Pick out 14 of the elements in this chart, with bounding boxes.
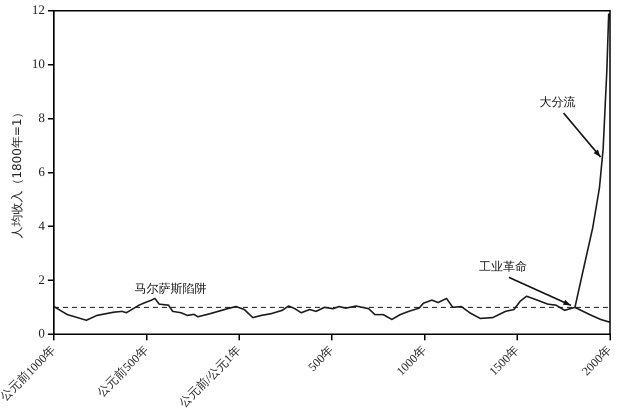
x-tick-label: 公元前/公元1年 xyxy=(176,342,244,410)
annotation: 大分流 xyxy=(540,95,576,110)
annotation: 马尔萨斯陷阱 xyxy=(134,282,207,296)
y-tick-label: 2 xyxy=(38,272,45,287)
annotation: 工业革命 xyxy=(478,259,527,274)
y-tick-label: 4 xyxy=(38,218,46,233)
y-axis-title: 人均收入（1800年=1） xyxy=(10,106,24,239)
y-tick-label: 10 xyxy=(32,56,45,72)
y-tick-label: 6 xyxy=(38,164,46,179)
y-tick-label: 0 xyxy=(38,326,45,341)
y-tick-label: 12 xyxy=(32,2,45,18)
x-tick-label: 公元前500年 xyxy=(94,342,151,400)
y-tick-label: 8 xyxy=(38,110,45,126)
x-tick-label: 500年 xyxy=(305,342,336,374)
